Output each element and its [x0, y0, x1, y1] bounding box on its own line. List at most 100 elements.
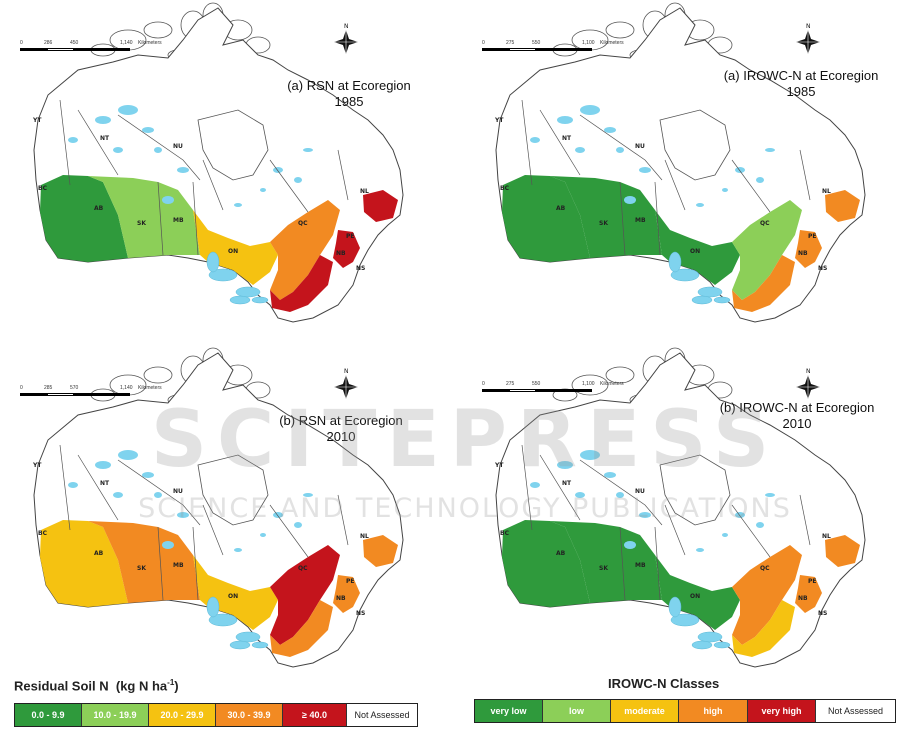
province-label-nt: NT: [100, 135, 110, 142]
province-label-nl: NL: [360, 533, 369, 540]
province-label-nb: NB: [336, 250, 346, 257]
province-label-sk: SK: [599, 565, 608, 572]
legend-class-2: low: [543, 700, 611, 722]
north-label: N: [806, 23, 811, 30]
map-irowc-2010: YT NT NU BC AB SK MB ON QC NL PE NB NS N 0 275 550 1,…: [470, 345, 910, 665]
province-label-bc: BC: [38, 185, 48, 192]
scale-label: 1,100: [582, 40, 595, 46]
legend-irowc-title: IROWC-N Classes: [608, 676, 719, 691]
province-label-qc: QC: [760, 565, 770, 572]
legend-class-6: Not Assessed: [816, 700, 895, 722]
scale-label: 1,140: [120, 40, 133, 46]
province-label-yt: YT: [494, 462, 504, 469]
north-arrow-icon: N: [334, 368, 358, 399]
province-label-nl: NL: [360, 188, 369, 195]
scale-unit: Kilometers: [600, 40, 624, 46]
province-label-nb: NB: [798, 595, 808, 602]
scale-label: 0: [482, 381, 485, 387]
province-label-ab: AB: [556, 550, 566, 557]
province-label-nu: NU: [635, 488, 645, 495]
province-label-ns: NS: [818, 265, 827, 272]
scale-label: 1,100: [582, 381, 595, 387]
legend-class-4: high: [679, 700, 748, 722]
legend-class-2: 10.0 - 19.9: [82, 704, 149, 726]
province-label-pe: PE: [346, 578, 355, 585]
legend-class-1: very low: [475, 700, 543, 722]
map-rsn-2010: YT NT NU BC AB SK MB ON QC NL PE NB NS N 0 285 570 1,…: [8, 345, 448, 665]
legend-class-4: 30.0 - 39.9: [216, 704, 283, 726]
scale-label: 0: [20, 385, 23, 391]
province-label-on: ON: [228, 248, 238, 255]
province-label-pe: PE: [808, 578, 817, 585]
legend-rsn-unit: (kg N ha: [116, 678, 167, 693]
legend-rsn: 0.0 - 9.9 10.0 - 19.9 20.0 - 29.9 30.0 - 39…: [14, 703, 418, 727]
province-label-ns: NS: [818, 610, 827, 617]
legend-class-3: moderate: [611, 700, 679, 722]
north-arrow-icon: N: [334, 23, 358, 54]
north-arrow-icon: N: [796, 368, 820, 399]
province-label-qc: QC: [760, 220, 770, 227]
province-label-pe: PE: [808, 233, 817, 240]
province-label-ab: AB: [94, 550, 104, 557]
north-arrow-icon: N: [796, 23, 820, 54]
scale-label: 1,140: [120, 385, 133, 391]
map-title: (a) RSN at Ecoregion 1985: [264, 78, 434, 110]
province-label-ns: NS: [356, 610, 365, 617]
province-label-ab: AB: [556, 205, 566, 212]
scale-label: 550: [532, 40, 540, 46]
province-label-nu: NU: [635, 143, 645, 150]
scale-unit: Kilometers: [600, 381, 624, 387]
scale-unit: Kilometers: [138, 385, 162, 391]
scale-bar: 0 275 550 1,100 Kilometers: [482, 40, 592, 54]
province-label-nl: NL: [822, 188, 831, 195]
province-label-nu: NU: [173, 488, 183, 495]
province-label-nb: NB: [798, 250, 808, 257]
map-title: (b) RSN at Ecoregion 2010: [256, 413, 426, 445]
map-irowc-1985: YT NT NU BC AB SK MB ON QC NL PE NB NS N 0 275 550 1,…: [470, 0, 910, 320]
legend-class-5: ≥ 40.0: [283, 704, 347, 726]
province-label-bc: BC: [38, 530, 48, 537]
province-label-bc: BC: [500, 185, 510, 192]
scale-bar: 0 286 450 1,140 Kilometers: [20, 40, 130, 54]
scale-label: 570: [70, 385, 78, 391]
province-label-on: ON: [690, 248, 700, 255]
legend-irowc: very low low moderate high very high Not Asse…: [474, 699, 896, 723]
province-label-mb: MB: [173, 562, 184, 569]
province-label-yt: YT: [494, 117, 504, 124]
province-label-nt: NT: [562, 480, 572, 487]
north-label: N: [344, 23, 349, 30]
north-label: N: [806, 368, 811, 375]
scale-label: 275: [506, 40, 514, 46]
scale-label: 285: [44, 385, 52, 391]
scale-label: 286: [44, 40, 52, 46]
province-label-pe: PE: [346, 233, 355, 240]
scale-unit: Kilometers: [138, 40, 162, 46]
legend-class-6: Not Assessed: [347, 704, 417, 726]
scale-label: 450: [70, 40, 78, 46]
province-label-yt: YT: [32, 462, 42, 469]
province-label-mb: MB: [635, 217, 646, 224]
province-label-bc: BC: [500, 530, 510, 537]
province-label-mb: MB: [635, 562, 646, 569]
province-label-nu: NU: [173, 143, 183, 150]
legend-class-1: 0.0 - 9.9: [15, 704, 82, 726]
map-rsn-1985: YT NT NU BC AB SK MB ON QC NL PE NB NS N 0 286 450 1,…: [8, 0, 448, 320]
scale-label: 550: [532, 381, 540, 387]
scale-label: 0: [20, 40, 23, 46]
province-label-on: ON: [228, 593, 238, 600]
province-label-sk: SK: [137, 220, 146, 227]
map-title: (a) IROWC-N at Ecoregion 1985: [706, 68, 896, 100]
north-label: N: [344, 368, 349, 375]
province-label-nt: NT: [562, 135, 572, 142]
scale-bar: 0 275 550 1,100 Kilometers: [482, 381, 592, 395]
legend-rsn-title: Residual Soil N (kg N ha-1): [14, 678, 179, 693]
province-label-ab: AB: [94, 205, 104, 212]
scale-label: 0: [482, 40, 485, 46]
province-label-on: ON: [690, 593, 700, 600]
province-label-mb: MB: [173, 217, 184, 224]
province-label-ns: NS: [356, 265, 365, 272]
province-label-qc: QC: [298, 565, 308, 572]
province-label-sk: SK: [599, 220, 608, 227]
scale-label: 275: [506, 381, 514, 387]
map-title: (b) IROWC-N at Ecoregion 2010: [702, 400, 892, 432]
